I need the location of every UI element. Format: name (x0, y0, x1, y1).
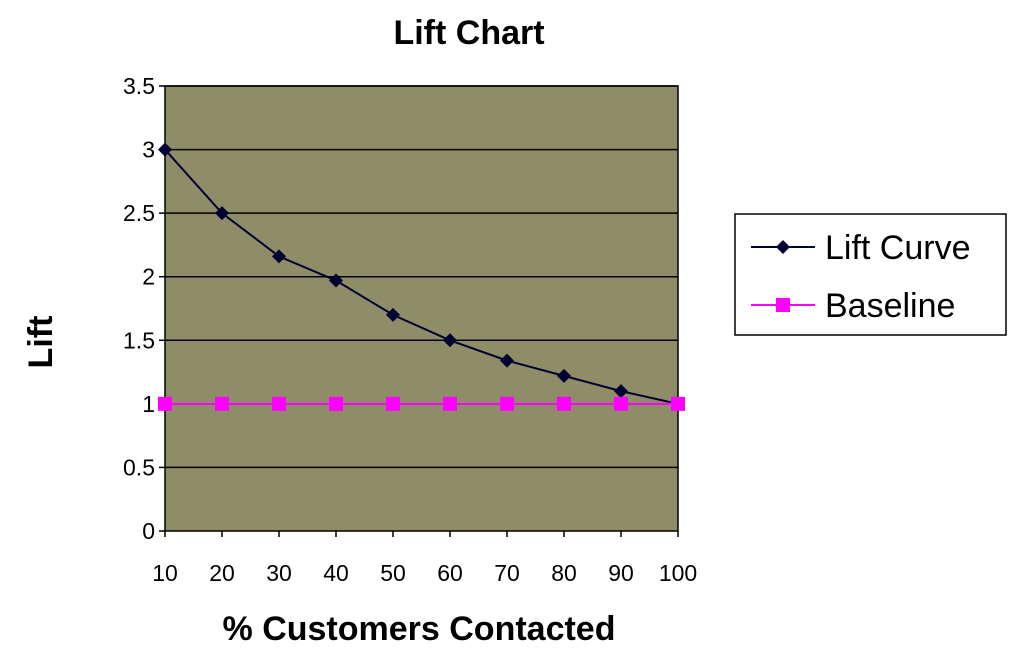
plot-background (165, 86, 678, 531)
x-tick-label: 10 (152, 560, 178, 586)
legend-baseline-label: Baseline (825, 287, 955, 325)
y-tick-label: 2 (142, 264, 155, 290)
baseline-point (158, 396, 172, 411)
plot-area: 0 0.5 1 1.5 2 2.5 3 3.5 10 20 30 40 50 60 70 80 90 100 (123, 73, 697, 586)
y-tick-label: 0.5 (123, 454, 155, 480)
x-tick-label: 70 (494, 560, 520, 586)
legend: Lift Curve Baseline (734, 213, 1007, 336)
x-tick-label: 80 (551, 560, 577, 586)
lift-curve-point (215, 206, 229, 221)
plot-border (164, 85, 679, 532)
x-tick-label: 20 (209, 560, 235, 586)
legend-baseline-marker (776, 298, 790, 312)
x-tick-label: 40 (323, 560, 349, 586)
lift-curve-point (386, 307, 400, 322)
baseline-point (272, 396, 286, 411)
x-tick-label: 30 (266, 560, 292, 586)
baseline-point (215, 396, 229, 411)
y-tick-label: 3.5 (123, 73, 155, 99)
x-tick-label: 100 (659, 560, 697, 586)
baseline-point (329, 396, 343, 411)
lift-curve-point (329, 273, 343, 288)
lift-curve-point (557, 368, 571, 383)
x-tick-label: 60 (437, 560, 463, 586)
baseline-point (671, 396, 685, 411)
baseline-point (557, 396, 571, 411)
baseline-point (614, 396, 628, 411)
lift-curve-point (158, 142, 172, 157)
x-axis-title: % Customers Contacted (223, 610, 616, 648)
x-tick-label: 50 (380, 560, 406, 586)
lift-curve-point (500, 353, 514, 368)
legend-box (734, 213, 1007, 336)
baseline-point (386, 396, 400, 411)
y-tick-label: 0 (142, 518, 155, 544)
lift-curve-line (164, 148, 679, 405)
lift-curve-point (272, 249, 286, 264)
y-tick-label: 1 (142, 391, 155, 417)
lift-curve-point (443, 333, 457, 348)
lift-curve-point (614, 384, 628, 399)
y-axis-title: Lift (22, 316, 60, 369)
legend-lift-curve-label: Lift Curve (825, 229, 971, 267)
y-tick-label: 3 (142, 137, 155, 163)
baseline-point (500, 396, 514, 411)
legend-lift-curve-marker (776, 240, 790, 254)
chart-title: Lift Chart (393, 14, 544, 52)
y-tick-label: 2.5 (123, 200, 155, 226)
x-tick-label: 90 (608, 560, 634, 586)
y-tick-label: 1.5 (123, 327, 155, 353)
baseline-point (443, 396, 457, 411)
